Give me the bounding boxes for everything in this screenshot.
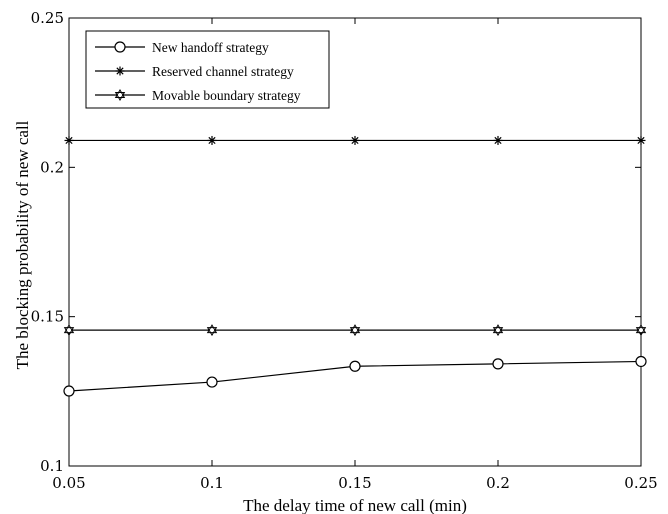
legend-marker (114, 88, 126, 102)
data-point (636, 135, 646, 145)
data-point (492, 324, 504, 337)
legend-label: New handoff strategy (152, 40, 269, 55)
x-tick-label: 0.2 (486, 474, 510, 492)
star-triangle-down (492, 327, 504, 337)
asterisk-stroke (351, 136, 359, 145)
circle-marker (206, 376, 218, 388)
data-point (63, 385, 75, 397)
data-point (349, 324, 361, 337)
legend-label: Movable boundary strategy (152, 88, 301, 103)
y-tick-label: 0.25 (31, 9, 64, 27)
series-layer (63, 135, 647, 397)
star-triangle-down (114, 92, 126, 102)
circle-marker (492, 358, 504, 370)
data-point (206, 376, 218, 388)
star-triangle-down (206, 327, 218, 337)
asterisk-stroke (208, 136, 216, 145)
data-point (206, 324, 218, 337)
data-point (350, 135, 360, 145)
star-triangle-down (349, 327, 361, 337)
y-tick-label: 0.1 (40, 457, 64, 475)
asterisk-stroke (116, 67, 124, 75)
star-triangle-down (63, 327, 75, 337)
data-point (63, 324, 75, 337)
legend-marker (115, 66, 125, 76)
series-3 (63, 324, 647, 337)
legend-item: Reserved channel strategy (95, 64, 294, 79)
star-triangle-down (635, 327, 647, 337)
circle-marker (349, 360, 361, 372)
x-tick-label: 0.25 (624, 474, 657, 492)
data-point (493, 135, 503, 145)
data-point (349, 360, 361, 372)
legend-item: New handoff strategy (95, 40, 269, 55)
asterisk-stroke (494, 136, 502, 145)
data-point (492, 358, 504, 370)
axes: 0.05 0.1 0.15 0.2 0.250.10.150.20.25 (31, 9, 658, 492)
asterisk-stroke (637, 136, 645, 145)
legend: New handoff strategy Reserved channel str… (85, 30, 330, 109)
data-point (64, 135, 74, 145)
data-point (207, 135, 217, 145)
series-1 (63, 355, 647, 397)
y-tick-label: 0.15 (31, 308, 64, 326)
legend-marker (114, 41, 126, 53)
y-axis-label: The blocking probability of new call (13, 120, 32, 369)
x-tick-label: 0.15 (338, 474, 371, 492)
circle-marker (114, 41, 126, 53)
series-2 (64, 135, 646, 145)
x-tick-label: 0.05 (52, 474, 85, 492)
legend-item: Movable boundary strategy (95, 88, 301, 103)
x-axis-label: The delay time of new call (min) (243, 496, 467, 514)
x-tick-label: 0.1 (200, 474, 224, 492)
legend-label: Reserved channel strategy (152, 64, 294, 79)
y-tick-label: 0.2 (40, 158, 64, 176)
data-point (635, 324, 647, 337)
data-point (635, 355, 647, 368)
circle-marker (63, 385, 75, 397)
asterisk-stroke (65, 136, 73, 145)
circle-marker (635, 355, 647, 368)
